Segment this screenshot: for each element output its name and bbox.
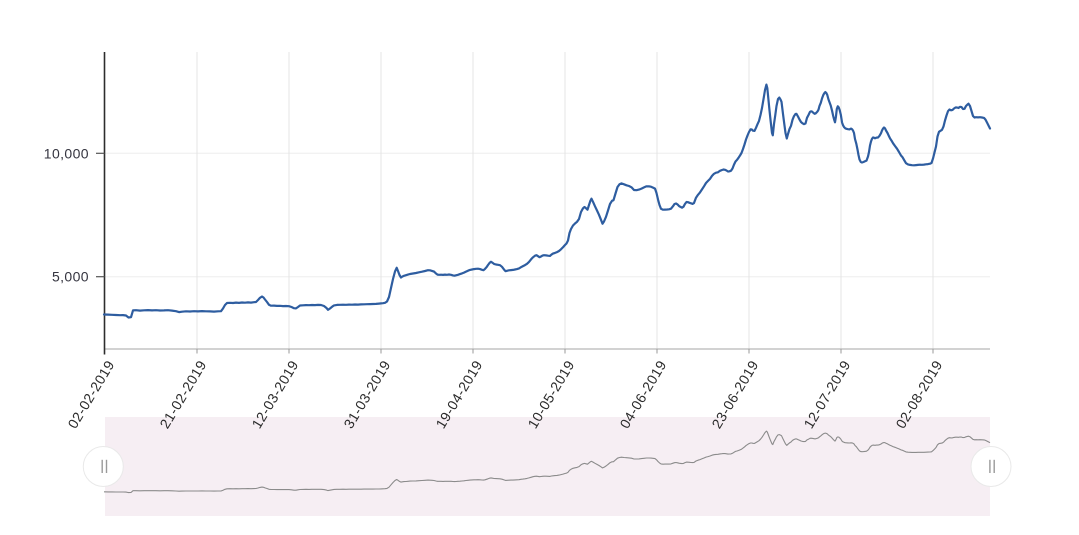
svg-text:5,000: 5,000 xyxy=(52,269,89,285)
svg-text:10,000: 10,000 xyxy=(44,145,89,161)
